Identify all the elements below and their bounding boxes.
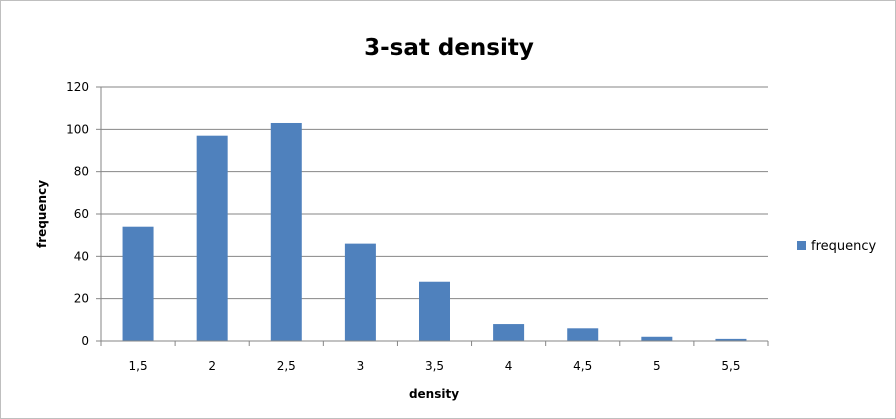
x-tick-label: 3	[357, 359, 365, 373]
y-tick-label: 80	[74, 165, 89, 179]
axes	[96, 86, 769, 346]
x-tick-label: 4,5	[573, 359, 592, 373]
legend-swatch	[797, 241, 806, 250]
x-tick-label: 2	[208, 359, 216, 373]
bar-3	[344, 243, 376, 341]
bar-5	[641, 336, 673, 341]
y-tick-labels: 0 20 40 60 80 100 120	[66, 80, 89, 348]
bar-2-5	[270, 122, 302, 341]
x-tick-label: 5	[653, 359, 661, 373]
y-tick-label: 120	[66, 80, 89, 94]
bar-5-5	[715, 338, 747, 341]
bar-4	[493, 324, 525, 341]
y-tick-label: 40	[74, 249, 89, 263]
chart-title: 3-sat density	[364, 35, 534, 61]
y-axis-title: frequency	[35, 180, 49, 248]
bar-1-5	[122, 226, 154, 341]
x-tick-label: 3,5	[425, 359, 444, 373]
y-tick-label: 100	[66, 122, 89, 136]
y-tick-label: 0	[81, 334, 89, 348]
x-tick-label: 1,5	[129, 359, 148, 373]
y-tick-label: 60	[74, 207, 89, 221]
legend: frequency	[797, 239, 877, 254]
x-tick-label: 5,5	[721, 359, 740, 373]
x-tick-label: 2,5	[277, 359, 296, 373]
bar-2	[196, 135, 228, 341]
x-axis-title: density	[409, 387, 459, 401]
bar-4-5	[567, 328, 599, 341]
legend-label: frequency	[811, 239, 877, 254]
bar-3-5	[419, 281, 450, 341]
x-tick-label: 4	[505, 359, 513, 373]
y-tick-label: 20	[74, 292, 89, 306]
x-tick-labels: 1,5 2 2,5 3 3,5 4 4,5 5 5,5	[129, 359, 741, 373]
bars	[122, 122, 747, 341]
